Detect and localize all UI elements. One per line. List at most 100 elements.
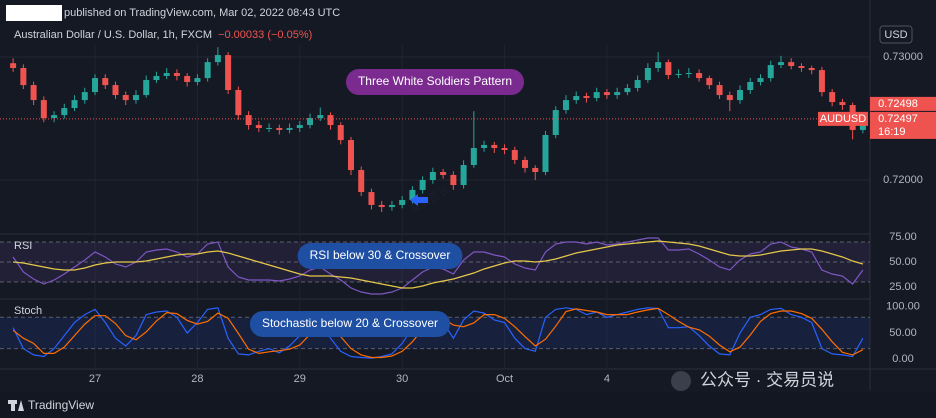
candle-body xyxy=(501,148,508,150)
candle-body xyxy=(491,144,498,149)
candle-body xyxy=(71,100,78,109)
candle-body xyxy=(163,73,170,76)
candle-body xyxy=(429,172,436,180)
candle-body xyxy=(102,78,109,86)
y-tick-label: 25.00 xyxy=(889,281,917,293)
candle-body xyxy=(153,75,160,81)
candle-body xyxy=(30,85,37,101)
candle-body xyxy=(839,102,846,105)
currency-box xyxy=(879,25,913,44)
candle-body xyxy=(757,78,764,83)
annotation-text: Stochastic below 20 & Crossover xyxy=(262,316,438,330)
candle-body xyxy=(593,92,600,98)
candle-body xyxy=(440,172,447,175)
annotation-pill xyxy=(345,69,525,95)
candle-body xyxy=(347,140,354,171)
plot-layer: 27 28 29 30 Oct 4 0.72000 0.73000 0.72498 0.72497… xyxy=(0,45,936,385)
x-tick-label: 30 xyxy=(396,373,408,385)
candle-body xyxy=(798,66,805,68)
annotation-pill xyxy=(249,311,451,337)
candle-body xyxy=(726,95,733,101)
annotation: Stochastic below 20 & Crossover xyxy=(249,311,451,337)
candle-body xyxy=(583,96,590,98)
candle-body xyxy=(624,88,631,93)
candle-body xyxy=(388,204,395,208)
wechat-icon xyxy=(671,371,691,391)
candle-body xyxy=(522,159,529,168)
candle-body xyxy=(286,127,293,130)
candle-body xyxy=(399,200,406,205)
candle-body xyxy=(225,55,232,90)
y-tick-label: 75.00 xyxy=(889,231,917,243)
candle-body xyxy=(808,67,815,71)
y-tick-label: 50.00 xyxy=(889,256,917,268)
candle-body xyxy=(665,62,672,75)
candle-body xyxy=(20,67,27,86)
candle-body xyxy=(470,148,477,165)
candle-body xyxy=(696,73,703,79)
annotation-text: Three White Soldiers Pattern xyxy=(358,74,512,88)
brand-name: TradingView xyxy=(28,398,94,412)
logo-part xyxy=(8,400,17,404)
currency-label: USD xyxy=(884,29,907,41)
candle-body xyxy=(378,204,385,208)
redaction-box xyxy=(6,5,62,21)
candle-body xyxy=(655,62,662,68)
candle-body xyxy=(675,74,682,76)
candle-body xyxy=(777,62,784,66)
candle-body xyxy=(317,115,324,119)
candle-body xyxy=(644,67,651,81)
y-tick-label: 100.00 xyxy=(886,301,920,313)
price-label-box xyxy=(870,96,936,111)
candle-body xyxy=(122,95,129,101)
candle-body xyxy=(173,73,180,76)
candle-body xyxy=(194,78,201,83)
tradingview-logo xyxy=(8,400,24,411)
candle-body xyxy=(92,78,99,93)
candle-body xyxy=(716,85,723,96)
candle-body xyxy=(409,189,416,201)
symbol-title: Australian Dollar / U.S. Dollar, 1h, FXC… xyxy=(14,29,212,41)
x-tick-label: Oct xyxy=(496,373,513,385)
indicator-line xyxy=(13,240,864,289)
candle-body xyxy=(276,127,283,130)
candle-body xyxy=(767,65,774,79)
candle-body xyxy=(245,115,252,126)
candle-body xyxy=(10,63,17,68)
candle-body xyxy=(818,70,825,93)
candle-body xyxy=(61,108,68,116)
candle-body xyxy=(204,62,211,79)
y-tick-label: 0.72000 xyxy=(883,174,923,186)
candle-body xyxy=(511,149,518,160)
candle-body xyxy=(419,179,426,190)
x-tick-label: 27 xyxy=(89,373,101,385)
logo-part xyxy=(18,400,24,411)
y-tick-label: 0.73000 xyxy=(883,51,923,63)
candle-body xyxy=(112,85,119,96)
annotation: Three White Soldiers Pattern xyxy=(345,69,525,95)
price-label-box xyxy=(870,111,936,139)
footer-bar xyxy=(0,392,936,418)
candle-body xyxy=(51,115,58,119)
candle-body xyxy=(296,125,303,128)
candle-body xyxy=(450,174,457,186)
symbol-box xyxy=(818,111,868,126)
x-tick-label: 4 xyxy=(604,373,610,385)
candle-body xyxy=(552,110,559,135)
candle-body xyxy=(788,62,795,67)
candle-body xyxy=(235,89,242,116)
candle-body xyxy=(327,115,334,126)
annotation: RSI below 30 & Crossover xyxy=(297,243,463,269)
candle-body xyxy=(634,80,641,89)
candle-body xyxy=(737,89,744,101)
candle-body xyxy=(542,134,549,173)
candle-body xyxy=(337,125,344,141)
price-change: −0.00033 (−0.05%) xyxy=(218,29,312,41)
candle-body xyxy=(460,164,467,186)
annotation-pill xyxy=(297,243,463,269)
footer-watermark: 公众号 · 交易员说 xyxy=(700,370,834,389)
price-label: 0.72497 xyxy=(878,113,918,125)
annotation-text: RSI below 30 & Crossover xyxy=(310,248,451,262)
y-tick-label: 0.00 xyxy=(892,353,913,365)
